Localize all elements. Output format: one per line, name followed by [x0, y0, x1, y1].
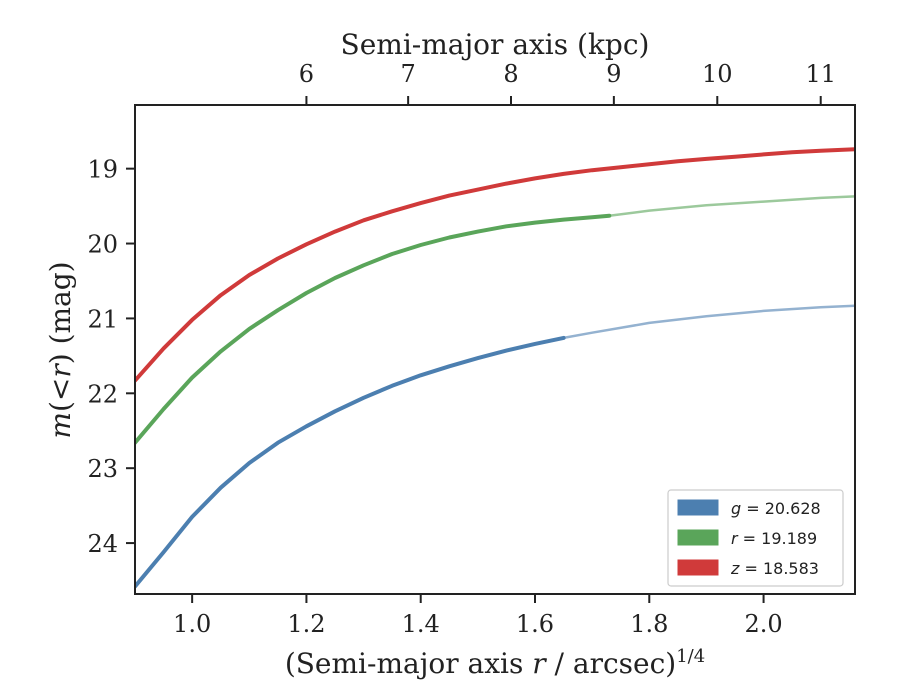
y-axis-label: m(<r) (mag) [44, 261, 77, 438]
top-x-axis-label: Semi-major axis (kpc) [341, 28, 650, 61]
legend-swatch [677, 559, 719, 576]
series-faint-line-2 [135, 147, 855, 382]
top-x-tick-label: 11 [805, 60, 836, 88]
legend-label: g = 20.628 [731, 499, 821, 518]
series-faint-line-1 [135, 195, 855, 444]
series-line-1 [135, 213, 612, 445]
top-x-tick-label: 6 [299, 60, 314, 88]
x-tick-label: 1.0 [173, 610, 211, 638]
series-line-2 [135, 147, 855, 383]
top-x-tick-label: 9 [606, 60, 621, 88]
top-x-tick-label: 7 [401, 60, 416, 88]
top-x-tick-label: 10 [702, 60, 733, 88]
y-tick-label: 21 [87, 305, 118, 333]
y-tick-label: 20 [87, 231, 118, 259]
x-axis-label: (Semi-major axis r / arcsec)1/4 [285, 646, 705, 680]
y-tick-label: 24 [87, 530, 118, 558]
y-tick-label: 22 [87, 380, 118, 408]
x-tick-label: 1.8 [630, 610, 668, 638]
legend-swatch [677, 529, 719, 546]
y-tick-label: 23 [87, 455, 118, 483]
legend-label: z = 18.583 [730, 559, 819, 578]
top-x-tick-label: 8 [503, 60, 518, 88]
legend-label: r = 19.189 [731, 529, 817, 548]
legend-swatch [677, 499, 719, 516]
legend: g = 20.628 r = 19.189 z = 18.583 [667, 489, 844, 587]
x-tick-label: 1.4 [402, 610, 440, 638]
y-tick-label: 19 [87, 156, 118, 184]
x-tick-label: 2.0 [744, 610, 782, 638]
x-tick-label: 1.6 [516, 610, 554, 638]
x-tick-label: 1.2 [287, 610, 325, 638]
series-line-0 [135, 335, 566, 589]
plot-frame [134, 104, 856, 595]
